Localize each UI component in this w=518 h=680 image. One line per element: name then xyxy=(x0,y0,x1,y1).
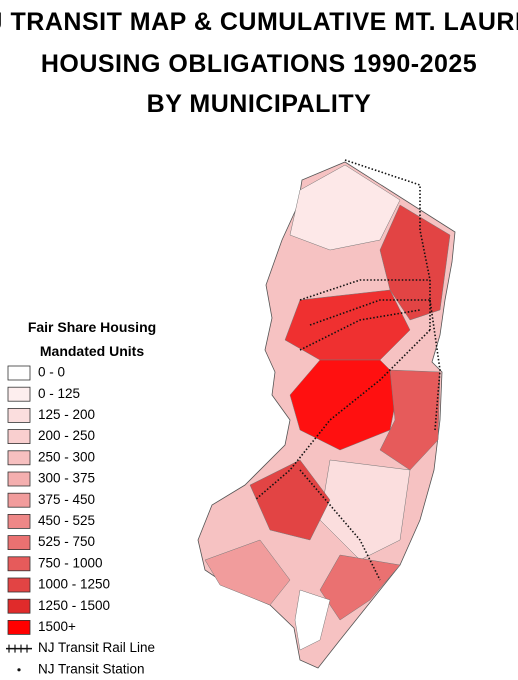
region xyxy=(379,204,451,321)
legend-label: 1500+ xyxy=(38,619,76,634)
legend-title: Fair Share Housing xyxy=(28,319,156,335)
legend-label: 200 - 250 xyxy=(38,428,95,443)
legend-swatch xyxy=(7,535,31,550)
legend-swatch xyxy=(7,429,31,445)
rail-lines xyxy=(254,159,441,581)
region xyxy=(249,459,331,541)
legend-swatch xyxy=(7,492,31,508)
legend-label: 1000 - 1250 xyxy=(38,577,110,592)
legend: Fair Share Housing Mandated Units 0 - 0 0… xyxy=(6,319,156,676)
legend-swatch xyxy=(7,365,31,381)
region xyxy=(289,359,401,451)
legend-swatch xyxy=(7,450,31,466)
legend-swatch xyxy=(7,577,31,593)
region xyxy=(319,554,401,621)
legend-label: NJ Transit Rail Line xyxy=(38,640,155,655)
legend-label: 750 - 1000 xyxy=(38,555,103,570)
legend-swatch xyxy=(7,386,31,402)
legend-swatch xyxy=(7,514,31,529)
title-line: BY MUNICIPALITY xyxy=(147,90,372,118)
title-line: NJ TRANSIT MAP & CUMULATIVE MT. LAUREL xyxy=(0,8,518,36)
legend-label: 0 - 0 xyxy=(38,365,65,380)
station-symbol xyxy=(17,668,21,672)
legend-label: NJ Transit Station xyxy=(38,661,145,676)
title-line: HOUSING OBLIGATIONS 1990-2025 xyxy=(41,50,477,78)
region xyxy=(204,539,291,606)
region xyxy=(289,164,401,251)
state-map xyxy=(197,159,456,669)
region xyxy=(294,589,331,651)
legend-label: 300 - 375 xyxy=(38,471,95,486)
legend-label: 0 - 125 xyxy=(38,386,80,401)
legend-label: 125 - 200 xyxy=(38,407,95,422)
legend-label: 1250 - 1500 xyxy=(38,598,110,613)
legend-label: 450 - 525 xyxy=(38,513,95,528)
legend-label: 250 - 300 xyxy=(38,449,95,464)
legend-label: 375 - 450 xyxy=(38,492,95,507)
legend-swatch xyxy=(7,407,31,423)
legend-swatch xyxy=(7,620,31,635)
legend-title: Mandated Units xyxy=(40,343,144,359)
legend-swatch xyxy=(7,471,31,487)
legend-swatch xyxy=(7,598,31,614)
legend-label: 525 - 750 xyxy=(38,534,95,549)
legend-swatch xyxy=(7,556,31,572)
